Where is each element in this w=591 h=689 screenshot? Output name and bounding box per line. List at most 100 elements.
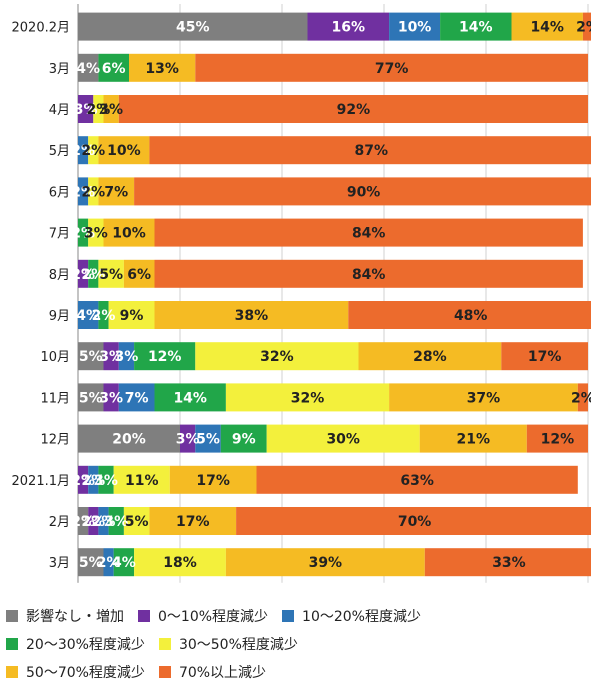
bar-segment [78, 259, 89, 288]
bar-segment [78, 218, 89, 247]
legend-label: 20～30%程度減少 [26, 637, 145, 653]
category-label: 10月 [40, 350, 70, 365]
data-label: 2% [87, 102, 111, 118]
data-label: 77% [375, 61, 409, 77]
data-label: 18% [163, 555, 197, 571]
bar-segment [78, 136, 89, 165]
bar-segment [440, 12, 512, 41]
data-label: 20% [112, 432, 146, 448]
data-label: 2% [571, 390, 591, 406]
category-label: 4月 [49, 103, 70, 118]
bar-segment [113, 465, 170, 494]
bar-segment [225, 548, 425, 577]
data-label: 11% [125, 473, 159, 489]
legend-item: 50～70%程度減少 [6, 662, 145, 682]
data-label: 17% [176, 514, 210, 530]
bar-segment [389, 383, 578, 412]
data-label: 10% [107, 143, 141, 159]
data-label: 7% [125, 390, 149, 406]
data-label: 10% [398, 20, 432, 36]
bar-segment [88, 177, 99, 206]
legend-item: 0～10%程度減少 [138, 606, 268, 626]
bar-segment [78, 424, 180, 453]
bar-segment [180, 424, 196, 453]
bar-segment [123, 259, 155, 288]
data-label: 17% [196, 473, 230, 489]
bar-segment [220, 424, 267, 453]
bar-segment [108, 301, 155, 329]
bar-segment [134, 342, 196, 371]
data-label: 39% [309, 555, 343, 571]
data-label: 14% [530, 20, 564, 36]
bar-segment [225, 383, 390, 412]
data-label: 21% [456, 432, 490, 448]
data-label: 2% [71, 514, 95, 530]
legend-swatch [158, 638, 171, 650]
bar-segment [154, 383, 226, 412]
bar-segment [78, 465, 89, 494]
data-label: 2% [81, 514, 105, 530]
data-labels: 45%16%10%14%14%2%4%6%13%77%3%2%3%92%2%2%… [71, 20, 591, 572]
legend-swatch [6, 610, 18, 622]
data-label: 4% [76, 61, 100, 77]
data-label: 92% [337, 102, 371, 118]
stacked-bar-chart: 45%16%10%14%14%2%4%6%13%77%3%2%3%92%2%2%… [12, 4, 591, 583]
bar-segment [88, 259, 99, 288]
data-label: 90% [347, 184, 381, 200]
bar-segment [88, 136, 99, 165]
data-label: 30% [326, 432, 360, 448]
legend-swatch [158, 666, 171, 678]
data-label: 3% [99, 102, 123, 118]
bar-segment [195, 342, 359, 371]
legend-label: 0～10%程度減少 [158, 609, 269, 625]
data-label: 38% [235, 308, 269, 324]
data-label: 2% [576, 20, 591, 36]
data-label: 63% [400, 473, 434, 489]
bar-segment [88, 507, 99, 535]
data-label: 3% [115, 349, 139, 365]
data-label: 16% [332, 20, 366, 36]
category-labels: 2020.2月 3月 4月 5月 6月 7月 8月 9月 10月 11月 12月 2021.1月 2月 3… [12, 21, 71, 572]
bar-segment [154, 259, 583, 288]
data-label: 5% [79, 390, 103, 406]
data-label: 3% [176, 432, 200, 448]
bar-segment [149, 507, 237, 535]
legend-row: 50～70%程度減少 70%以上減少 [6, 660, 591, 684]
bar-segment [78, 53, 99, 82]
bar-segment [149, 136, 591, 165]
data-label: 9% [120, 308, 144, 324]
bar-segment [419, 424, 527, 453]
data-label: 17% [528, 349, 562, 365]
bar-segment [103, 548, 114, 577]
bar-segment [108, 507, 124, 535]
bar-segment [348, 301, 591, 329]
bar-segment [501, 342, 588, 371]
category-label: 5月 [49, 144, 70, 159]
bar-segment [93, 95, 104, 123]
bar-segment [78, 383, 104, 412]
bar-segment [389, 12, 441, 41]
data-label: 10% [112, 226, 146, 242]
data-label: 2% [71, 184, 95, 200]
data-label: 2% [71, 143, 95, 159]
data-label: 70% [398, 514, 432, 530]
category-label: 2021.1月 [12, 474, 71, 489]
bar-segment [256, 465, 578, 494]
bar-segment [195, 53, 589, 82]
data-label: 14% [173, 390, 207, 406]
data-label: 32% [291, 390, 325, 406]
data-label: 3% [99, 349, 123, 365]
data-label: 12% [148, 349, 182, 365]
bar-segment [78, 301, 99, 329]
bars [78, 12, 591, 577]
legend-label: 30～50%程度減少 [178, 637, 298, 653]
bar-segment [358, 342, 502, 371]
data-label: 37% [467, 390, 501, 406]
data-label: 5% [196, 432, 220, 448]
bar-segment [88, 465, 99, 494]
category-label: 9月 [49, 309, 70, 324]
bar-segment [98, 465, 114, 494]
bar-segment [169, 465, 257, 494]
legend-label: 50～70%程度減少 [26, 665, 145, 681]
data-label: 13% [145, 61, 179, 77]
